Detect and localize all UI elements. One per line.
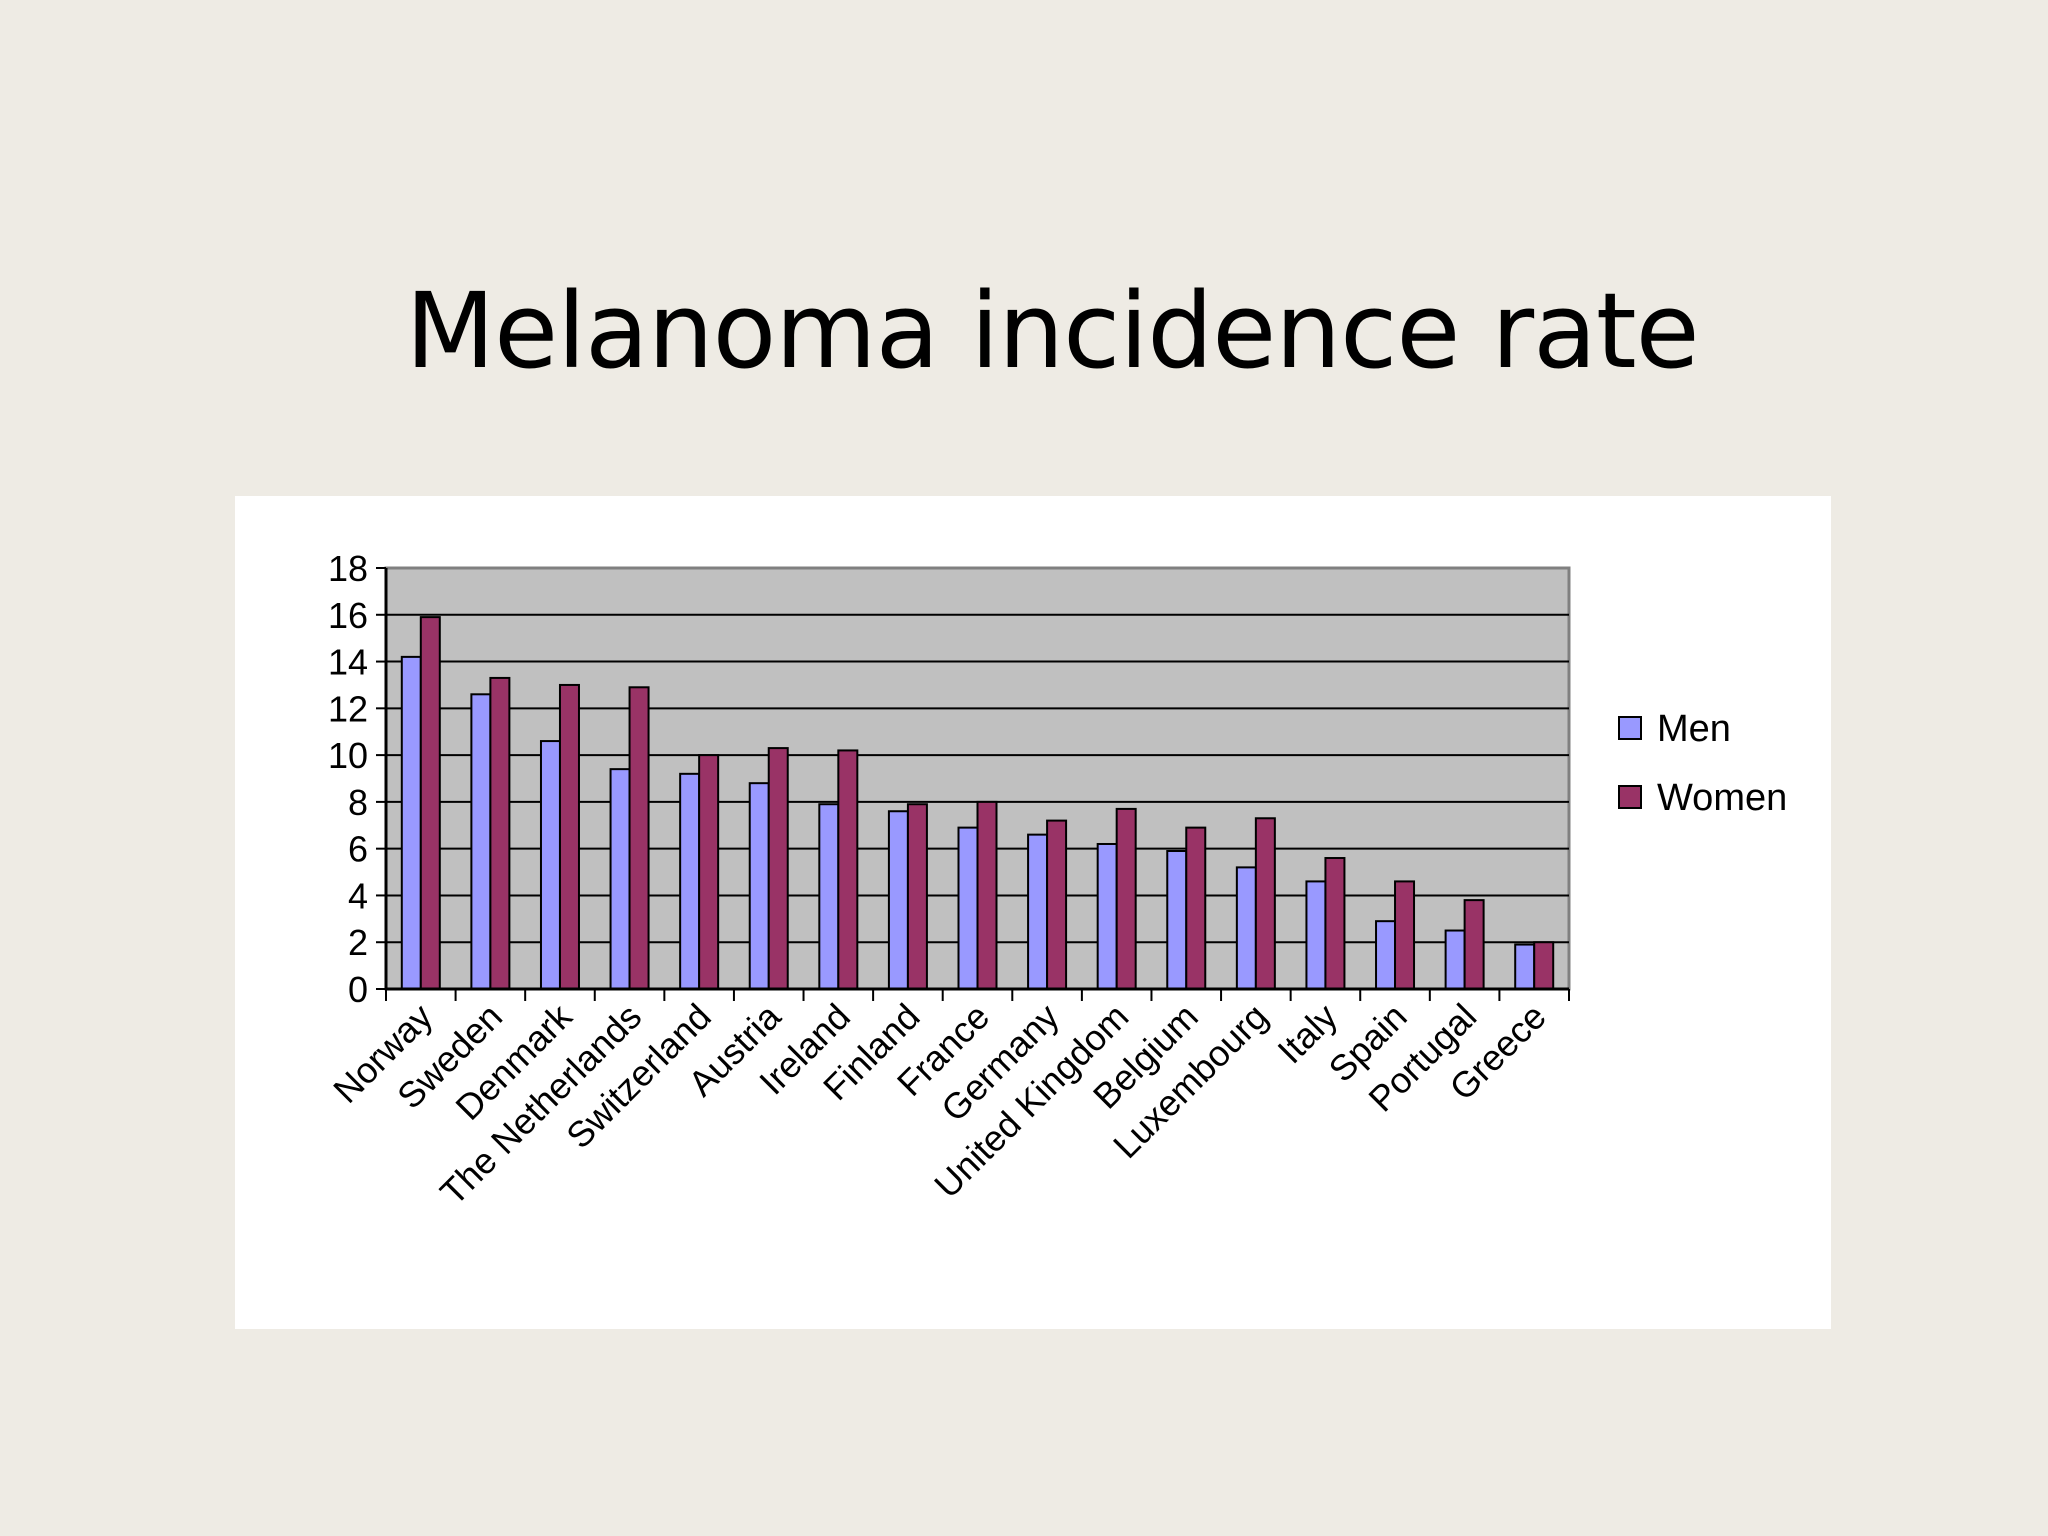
bar-women-germany xyxy=(1046,819,1068,990)
y-tick-label: 12 xyxy=(328,688,368,729)
y-tick-label: 18 xyxy=(328,548,368,589)
bar-women-the-netherlands xyxy=(628,686,650,991)
y-tick-label: 14 xyxy=(328,642,368,683)
y-tick-label: 2 xyxy=(348,922,368,963)
bar-women-finland xyxy=(906,803,928,990)
bar-women-france xyxy=(976,800,998,990)
bar-women-austria xyxy=(767,747,789,990)
bar-women-denmark xyxy=(558,683,580,990)
bar-men-belgium xyxy=(1166,850,1188,990)
bar-men-portugal xyxy=(1444,929,1466,990)
y-tick-label: 0 xyxy=(348,969,368,1010)
bar-women-united-kingdom xyxy=(1115,807,1137,990)
bar-women-greece xyxy=(1533,941,1555,991)
gridlines xyxy=(386,613,1569,944)
y-tick-label: 6 xyxy=(348,829,368,870)
bar-men-switzerland xyxy=(679,772,701,991)
bar-women-norway xyxy=(419,616,441,990)
y-tick-label: 4 xyxy=(348,875,368,916)
bar-women-spain xyxy=(1394,880,1416,990)
y-tick-label: 16 xyxy=(328,595,368,636)
bars xyxy=(400,616,1555,991)
y-tick-label: 10 xyxy=(328,735,368,776)
bar-men-france xyxy=(957,826,979,990)
slide-title: Melanoma incidence rate xyxy=(405,270,1699,392)
bar-men-united-kingdom xyxy=(1096,842,1118,990)
legend-swatch-men xyxy=(1618,716,1642,740)
legend: Men Women xyxy=(1618,708,1787,819)
y-tick-label: 8 xyxy=(348,782,368,823)
legend-label-men: Men xyxy=(1657,708,1731,750)
bar-men-ireland xyxy=(818,803,840,990)
y-axis-ticks: 0 2 4 6 8 10 12 14 16 18 xyxy=(328,548,368,1010)
bar-women-sweden xyxy=(489,676,511,991)
bar-men-the-netherlands xyxy=(609,768,631,990)
bar-men-germany xyxy=(1027,833,1049,990)
bar-men-austria xyxy=(748,782,770,990)
bar-men-finland xyxy=(887,810,909,990)
bar-women-belgium xyxy=(1185,826,1207,990)
bar-women-switzerland xyxy=(698,754,720,990)
legend-label-women: Women xyxy=(1657,777,1787,819)
chart-panel: 0 2 4 6 8 10 12 14 16 18 Norway Sweden Denmark The N… xyxy=(235,496,1831,1329)
bar-men-denmark xyxy=(539,740,561,990)
legend-swatch-women xyxy=(1618,785,1642,809)
bar-men-sweden xyxy=(470,693,492,991)
bar-men-spain xyxy=(1375,920,1397,990)
bar-men-italy xyxy=(1305,880,1327,990)
bar-women-italy xyxy=(1324,857,1346,990)
bar-women-luxembourg xyxy=(1254,817,1276,990)
bar-women-ireland xyxy=(837,749,859,990)
bar-men-greece xyxy=(1514,943,1536,990)
bar-women-portugal xyxy=(1463,899,1485,990)
axes xyxy=(376,567,1570,1001)
bar-men-norway xyxy=(400,655,422,990)
bar-men-luxembourg xyxy=(1235,866,1257,990)
